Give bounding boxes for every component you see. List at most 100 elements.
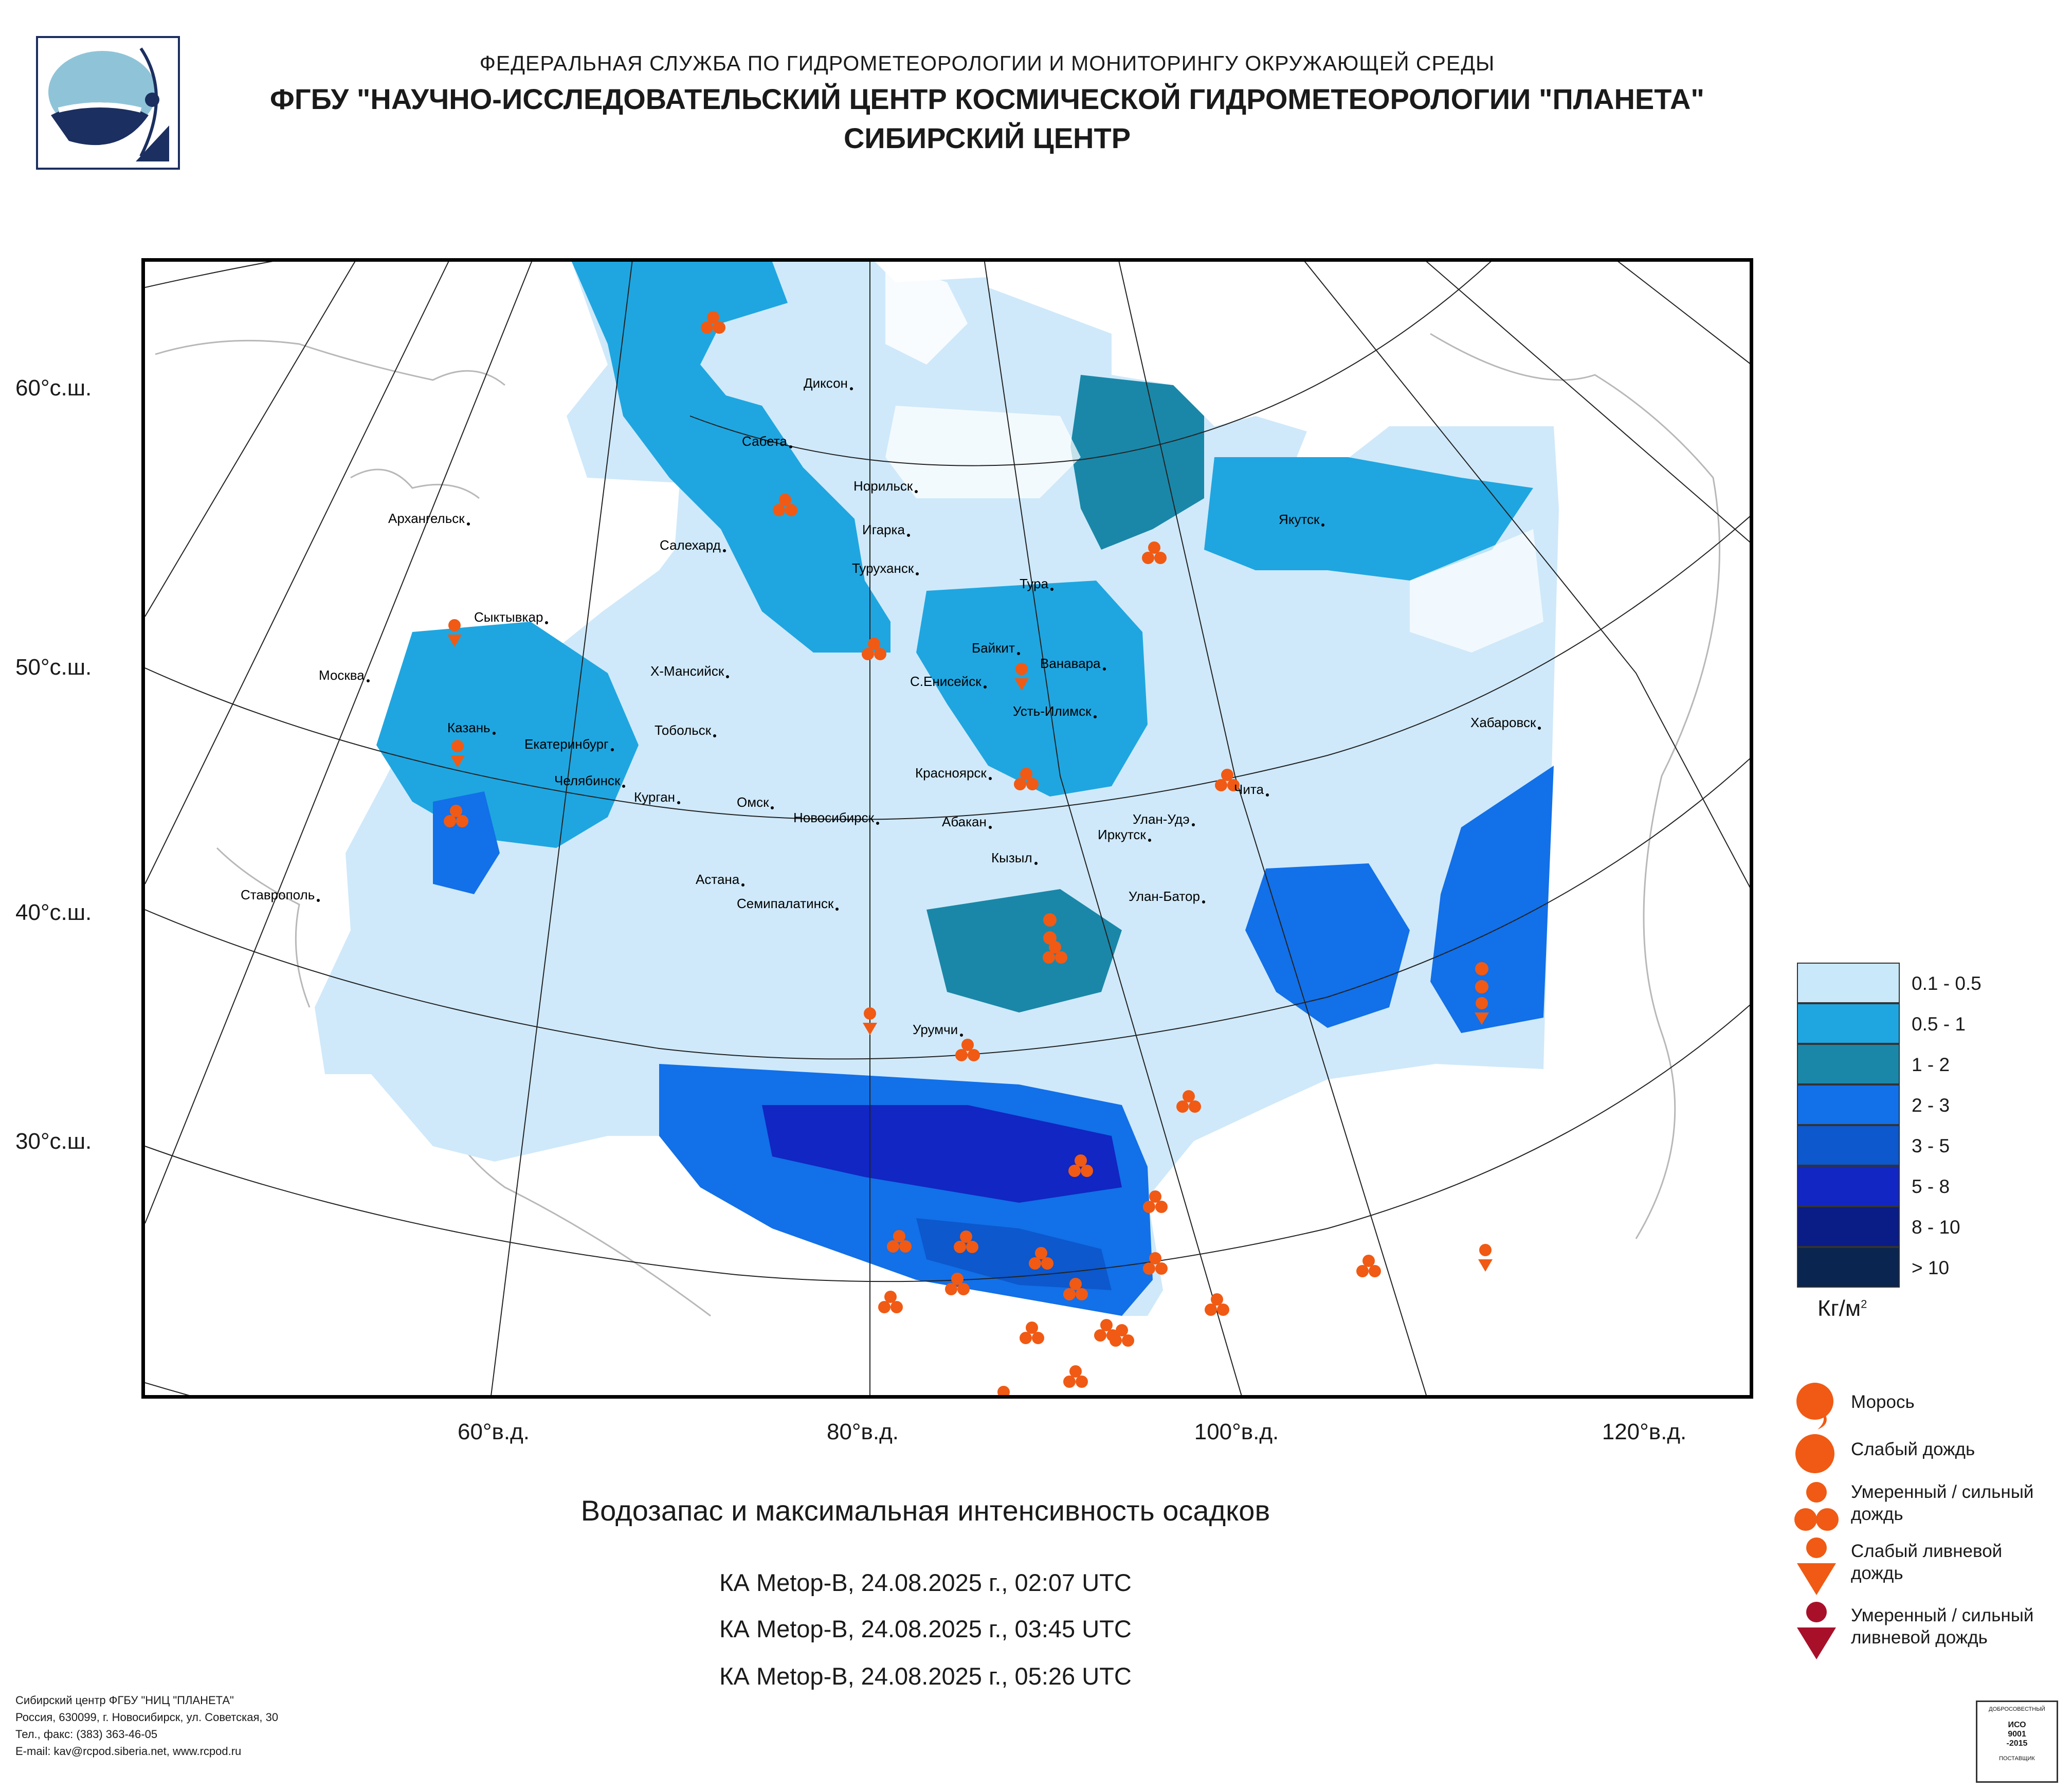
legend-label: 0.1 - 0.5 bbox=[1912, 973, 1982, 994]
moderate-rain-marker bbox=[1063, 1278, 1088, 1300]
city-label: Туруханск bbox=[852, 560, 919, 576]
moderate-rain-marker bbox=[1142, 541, 1167, 564]
city-label: С.Енисейск bbox=[910, 674, 987, 689]
footer-line: Тел., факс: (383) 363-46-05 bbox=[15, 1728, 158, 1741]
footer-line: E-mail: kav@rcpod.siberia.net, www.rcpod… bbox=[15, 1745, 242, 1758]
legend-swatch bbox=[1797, 1003, 1900, 1044]
city-label: Салехард bbox=[660, 537, 726, 553]
cert-line: ИСО bbox=[2008, 1721, 2026, 1729]
city-label: Красноярск bbox=[915, 765, 992, 781]
light-shower-marker bbox=[1478, 1244, 1493, 1272]
lon-label-100: 100°в.д. bbox=[1194, 1419, 1279, 1444]
legend-label: > 10 bbox=[1912, 1257, 1950, 1278]
city-label: Архангельск bbox=[388, 511, 470, 526]
city-label: Астана bbox=[696, 872, 745, 887]
light-rain-marker bbox=[1475, 962, 1488, 975]
city-label: Хабаровск bbox=[1470, 715, 1541, 730]
legend-label: 2 - 3 bbox=[1912, 1095, 1950, 1116]
moderate-rain-marker bbox=[1356, 1255, 1381, 1277]
legend-label: 3 - 5 bbox=[1912, 1135, 1950, 1156]
drizzle-icon bbox=[1796, 1383, 1833, 1430]
light-rain-marker bbox=[1475, 980, 1488, 993]
moderate-rain-icon bbox=[1794, 1482, 1839, 1531]
satellite-pass: КА Metop-B, 24.08.2025 г., 05:26 UTC bbox=[719, 1662, 1132, 1690]
light-shower-marker bbox=[1014, 663, 1029, 691]
moderate-rain-marker bbox=[1143, 1190, 1168, 1213]
legend-units: Кг/м2 bbox=[1817, 1296, 1867, 1322]
city-label: Усть-Илимск bbox=[1013, 703, 1097, 719]
light-shower-marker bbox=[450, 740, 465, 768]
lat-label-60: 60°с.ш. bbox=[15, 375, 92, 401]
city-label: Улан-Батор bbox=[1129, 889, 1205, 904]
moderate-rain-marker bbox=[701, 311, 725, 334]
cert-line: -2015 bbox=[2006, 1739, 2028, 1748]
city-label: Новосибирск bbox=[793, 810, 879, 825]
branch-title: СИБИРСКИЙ ЦЕНТР bbox=[843, 122, 1131, 154]
city-label: Тобольск bbox=[655, 722, 717, 738]
satellite-pass: КА Metop-B, 24.08.2025 г., 03:45 UTC bbox=[719, 1615, 1132, 1642]
units-text: Кг/м bbox=[1817, 1296, 1861, 1321]
precip-label-light-rain: Слабый дождь bbox=[1851, 1439, 1975, 1459]
precipitation-map bbox=[141, 258, 1753, 1399]
lat-label-40: 40°с.ш. bbox=[15, 900, 92, 925]
city-label: Игарка bbox=[862, 522, 910, 537]
moderate-rain-marker bbox=[444, 805, 468, 827]
map-caption: Водозапас и максимальная интенсивность о… bbox=[580, 1494, 1270, 1527]
moderate-rain-marker bbox=[773, 494, 797, 516]
moderate-rain-marker bbox=[954, 1231, 978, 1253]
light-shower-marker bbox=[1475, 997, 1489, 1025]
moderate-rain-marker bbox=[955, 1039, 980, 1061]
legend-swatch bbox=[1797, 1084, 1900, 1125]
city-label: Екатеринбург bbox=[524, 736, 614, 752]
moderate-rain-marker bbox=[1014, 768, 1039, 790]
city-label: Омск bbox=[737, 794, 775, 810]
city-label: Якутск bbox=[1279, 512, 1325, 527]
city-label: Сыктывкар bbox=[474, 609, 549, 625]
organization-logo bbox=[36, 36, 180, 170]
moderate-rain-marker bbox=[945, 1273, 970, 1295]
light-shower-icon bbox=[1797, 1537, 1836, 1595]
light-rain-marker bbox=[1043, 913, 1057, 927]
moderate-rain-marker bbox=[1063, 1365, 1088, 1388]
moderate-rain-marker bbox=[1094, 1319, 1119, 1342]
city-label: Казань bbox=[447, 720, 496, 735]
contact-footer: Сибирский центр ФГБУ "НИЦ "ПЛАНЕТА" Росс… bbox=[15, 1692, 278, 1760]
city-label: Семипалатинск bbox=[737, 896, 839, 911]
legend-swatch bbox=[1797, 963, 1900, 1003]
light-shower-marker bbox=[863, 1007, 877, 1035]
precip-label-heavy-shower: Умеренный / сильный ливневой дождь bbox=[1851, 1605, 2034, 1648]
iso-certificate-badge: ДОБРОСОВЕСТНЫЙ ИСО 9001 -2015 ПОСТАВЩИК bbox=[1976, 1700, 2058, 1783]
lon-label-80: 80°в.д. bbox=[826, 1419, 899, 1444]
city-label: Урумчи bbox=[913, 1022, 964, 1037]
city-label: Ставрополь bbox=[241, 887, 320, 902]
agency-title: ФЕДЕРАЛЬНАЯ СЛУЖБА ПО ГИДРОМЕТЕОРОЛОГИИ … bbox=[479, 51, 1495, 75]
legend-swatch bbox=[1797, 1125, 1900, 1166]
legend-label: 8 - 10 bbox=[1912, 1217, 1960, 1238]
city-label: Улан-Удэ bbox=[1133, 811, 1195, 827]
city-label: Иркутск bbox=[1098, 827, 1151, 842]
legend-label: 1 - 2 bbox=[1912, 1054, 1950, 1075]
moderate-rain-marker bbox=[997, 1386, 1010, 1395]
moderate-rain-marker bbox=[1143, 1252, 1168, 1275]
footer-line: Сибирский центр ФГБУ "НИЦ "ПЛАНЕТА" bbox=[15, 1694, 234, 1707]
light-rain-icon bbox=[1795, 1434, 1834, 1473]
city-label: Х-Мансийск bbox=[650, 663, 730, 679]
satellite-pass: КА Metop-B, 24.08.2025 г., 02:07 UTC bbox=[719, 1569, 1132, 1596]
city-label: Челябинск bbox=[554, 773, 626, 788]
lon-label-60: 60°в.д. bbox=[457, 1419, 530, 1444]
satellite-swath bbox=[315, 262, 1559, 1316]
moderate-rain-marker bbox=[1029, 1247, 1053, 1270]
units-superscript: 2 bbox=[1861, 1297, 1867, 1311]
heavy-shower-icon bbox=[1797, 1602, 1836, 1659]
city-label: Норильск bbox=[853, 478, 918, 494]
lat-label-30: 30°с.ш. bbox=[15, 1129, 92, 1154]
legend-swatch bbox=[1797, 1166, 1900, 1206]
legend-label: 5 - 8 bbox=[1912, 1176, 1950, 1197]
moderate-rain-marker bbox=[1205, 1293, 1229, 1316]
footer-line: Россия, 630099, г. Новосибирск, ул. Сове… bbox=[15, 1711, 279, 1724]
city-label: Сабета bbox=[742, 433, 792, 449]
center-title: ФГБУ "НАУЧНО-ИССЛЕДОВАТЕЛЬСКИЙ ЦЕНТР КОС… bbox=[270, 83, 1704, 115]
legend-swatch bbox=[1797, 1247, 1900, 1288]
moderate-rain-marker bbox=[1176, 1090, 1201, 1113]
moderate-rain-marker bbox=[887, 1230, 912, 1253]
